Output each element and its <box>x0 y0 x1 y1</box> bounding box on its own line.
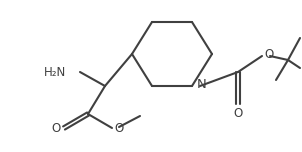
Text: O: O <box>52 123 61 135</box>
Text: O: O <box>114 123 123 135</box>
Text: N: N <box>197 78 207 92</box>
Text: O: O <box>233 107 243 120</box>
Text: O: O <box>264 48 273 62</box>
Text: H₂N: H₂N <box>44 66 66 78</box>
